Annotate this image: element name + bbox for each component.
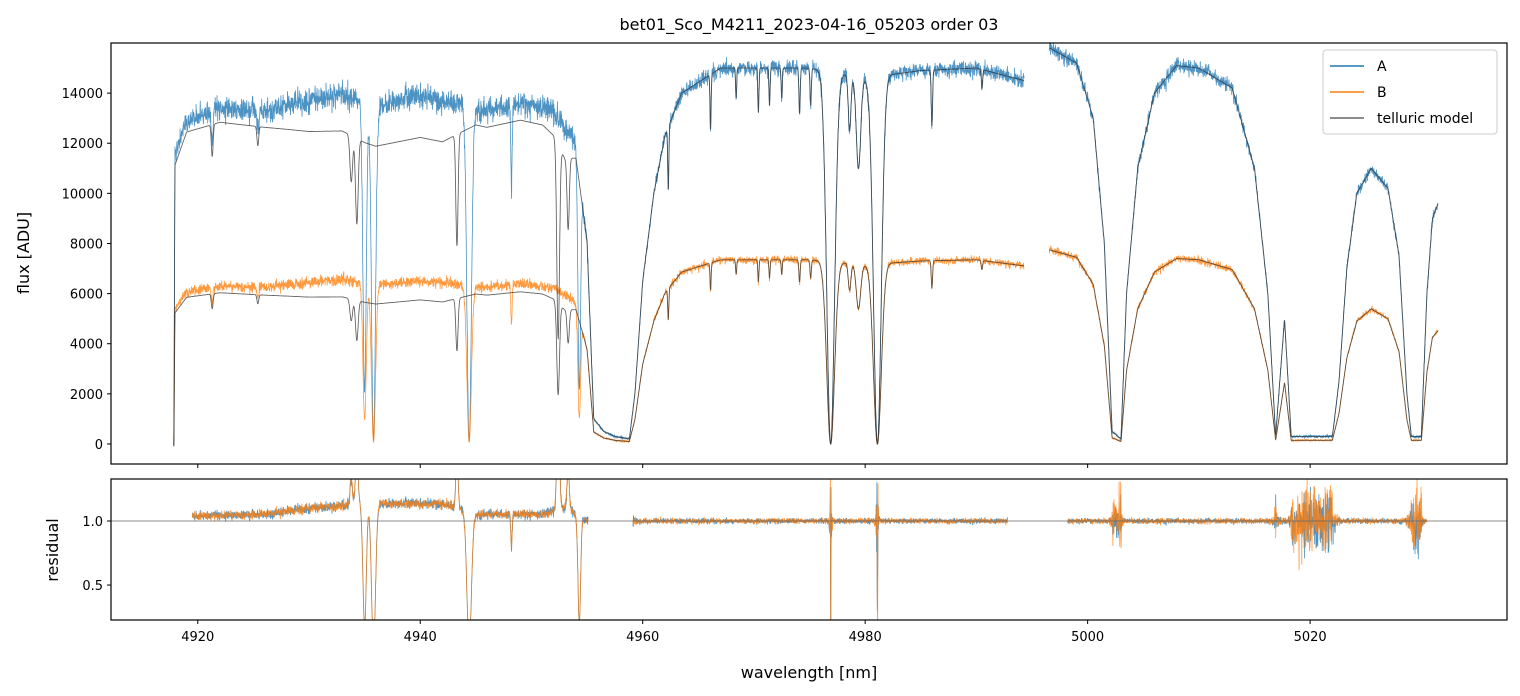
flux-y-tick-label: 12000 — [62, 137, 103, 152]
legend-label-model: telluric model — [1377, 111, 1473, 127]
x-tick-label: 4960 — [626, 630, 659, 645]
series-a-line — [173, 57, 1025, 447]
residual-a-line — [191, 479, 589, 620]
residual-b-line — [191, 479, 589, 620]
legend: A B telluric model — [1322, 49, 1498, 135]
telluric-model-a-line — [1048, 47, 1439, 440]
series-b-line — [1048, 244, 1439, 443]
residual-a-line — [632, 482, 1008, 620]
residual-b-line — [1067, 479, 1428, 571]
telluric-model-b-line — [1048, 249, 1439, 443]
flux-panel — [173, 43, 1439, 447]
flux-y-tick-label: 10000 — [62, 187, 103, 202]
telluric-model-b-line — [173, 259, 1025, 446]
flux-y-tick-label: 0 — [95, 438, 103, 453]
flux-y-tick-label: 8000 — [70, 237, 103, 252]
residual-y-tick-label: 1.0 — [82, 515, 103, 530]
legend-box — [1322, 49, 1498, 135]
residual-b-line — [632, 479, 1008, 620]
x-tick-label: 5000 — [1071, 630, 1104, 645]
legend-label-a: A — [1377, 59, 1387, 75]
flux-y-tick-label: 4000 — [70, 338, 103, 353]
x-tick-label: 4920 — [181, 630, 214, 645]
telluric-model-a-line — [173, 67, 1025, 447]
residual-y-tick-label: 0.5 — [82, 579, 103, 594]
series-b-line — [173, 255, 1025, 446]
residual-y-label: residual — [43, 518, 62, 581]
x-tick-label: 4940 — [404, 630, 437, 645]
x-tick-label: 4980 — [849, 630, 882, 645]
flux-y-tick-label: 6000 — [70, 288, 103, 303]
chart-title: bet01_Sco_M4211_2023-04-16_05203 order 0… — [620, 15, 999, 35]
residual-axes-frame — [110, 478, 1508, 621]
flux-y-label: flux [ADU] — [14, 212, 33, 294]
residual-panel — [111, 479, 1507, 620]
x-tick-label: 5020 — [1294, 630, 1327, 645]
flux-y-tick-label: 2000 — [70, 388, 103, 403]
flux-axes-frame — [110, 42, 1508, 465]
legend-label-b: B — [1377, 85, 1387, 101]
flux-y-tick-label: 14000 — [62, 87, 103, 102]
x-axis-label: wavelength [nm] — [741, 663, 878, 682]
